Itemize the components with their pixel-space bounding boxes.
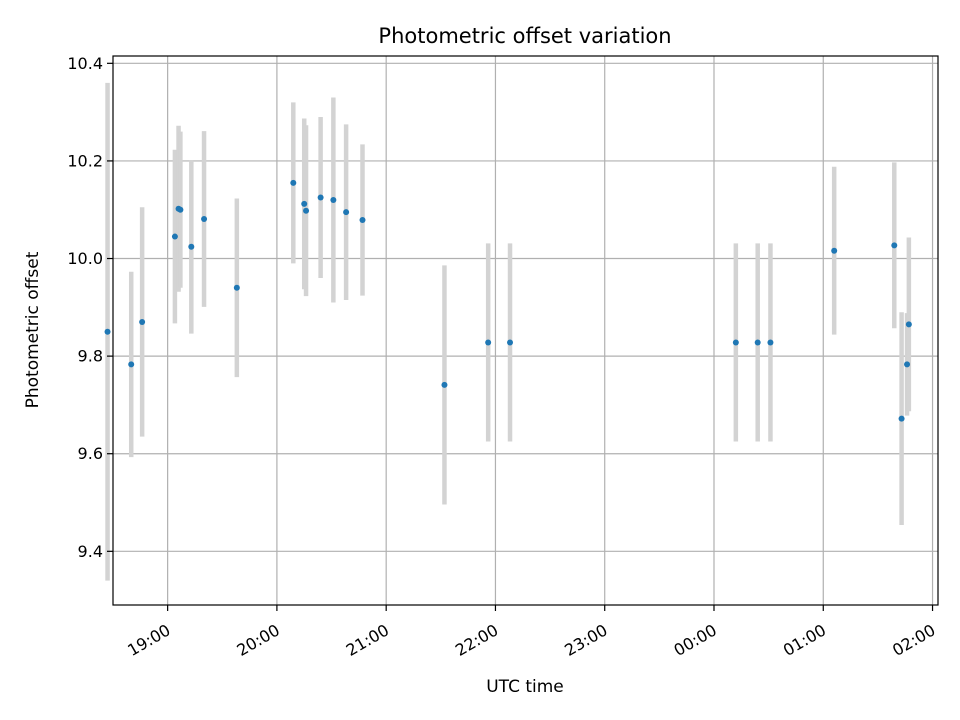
data-point	[485, 339, 492, 346]
data-point	[188, 243, 195, 250]
y-axis-label: Photometric offset	[23, 251, 43, 408]
data-point	[330, 196, 337, 203]
data-point	[177, 206, 184, 213]
data-point	[301, 200, 308, 207]
data-point	[171, 233, 178, 240]
plot-frame	[112, 55, 939, 606]
data-points	[104, 179, 912, 422]
data-point	[754, 339, 761, 346]
data-point	[767, 339, 774, 346]
y-tick-label: 9.8	[78, 347, 103, 366]
y-tick-label: 10.4	[67, 54, 103, 73]
data-point	[831, 247, 838, 254]
data-point	[317, 194, 324, 201]
data-point	[891, 242, 898, 249]
data-point	[905, 321, 912, 328]
data-point	[201, 215, 208, 222]
data-point	[139, 318, 146, 325]
data-point	[290, 179, 297, 186]
data-point	[303, 207, 310, 214]
data-point	[359, 216, 366, 223]
x-axis-label: UTC time	[486, 677, 564, 697]
grid	[113, 56, 938, 605]
data-point	[128, 361, 135, 368]
data-point	[343, 209, 350, 216]
y-tick-label: 9.6	[78, 444, 103, 463]
data-point	[233, 284, 240, 291]
y-tick-label: 10.0	[67, 249, 103, 268]
data-point	[507, 339, 514, 346]
data-point	[441, 381, 448, 388]
chart-title: Photometric offset variation	[378, 24, 671, 48]
y-tick-label: 10.2	[67, 151, 103, 170]
y-tick-label: 9.4	[78, 542, 103, 561]
data-point	[904, 361, 911, 368]
data-point	[104, 328, 111, 335]
data-point	[898, 415, 905, 422]
data-point	[732, 339, 739, 346]
